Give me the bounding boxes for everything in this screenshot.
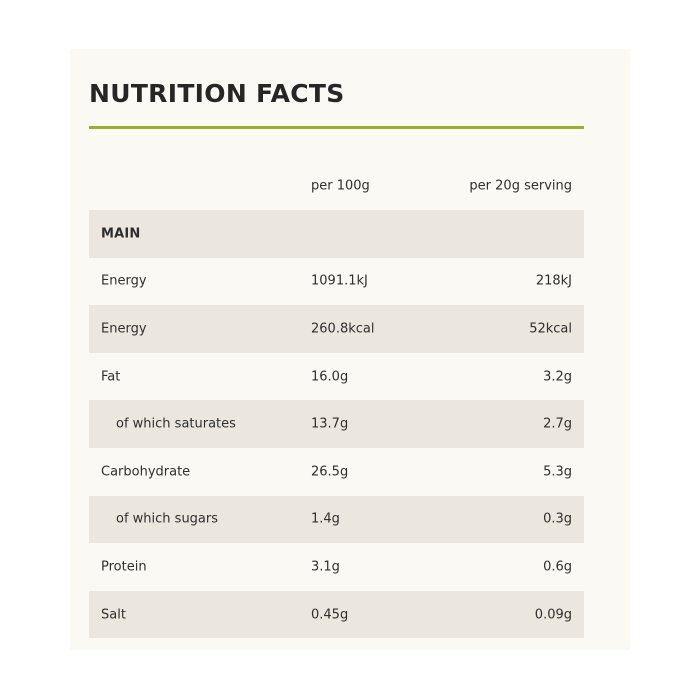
table-row: of which sugars 1.4g 0.3g [89,495,584,544]
table-row: Energy 1091.1kJ 218kJ [89,258,584,306]
page-title: NUTRITION FACTS [89,79,345,108]
value-per-100g: 26.5g [311,464,349,480]
value-per-serving: 5.3g [543,464,572,480]
nutrient-name: Energy [101,273,147,289]
nutrient-name: Salt [101,607,126,623]
value-per-100g: 1091.1kJ [311,273,368,289]
value-per-100g: 1.4g [311,511,340,527]
value-per-serving: 0.6g [543,559,572,575]
value-per-100g: 13.7g [311,416,349,432]
value-per-serving: 0.09g [534,607,572,623]
nutrient-name: Protein [101,559,147,575]
value-per-serving: 3.2g [543,369,572,385]
value-per-serving: 52kcal [529,321,572,337]
section-label: MAIN [101,226,141,242]
header-per-100g: per 100g [311,178,370,194]
table-row: Fat 16.0g 3.2g [89,353,584,401]
value-per-serving: 218kJ [535,273,572,289]
table-row: Salt 0.45g 0.09g [89,590,584,639]
nutrition-card: NUTRITION FACTS per 100g per 20g serving… [70,49,630,650]
nutrient-name: Carbohydrate [101,464,191,480]
table-row: of which saturates 13.7g 2.7g [89,400,584,448]
nutrient-name: of which saturates [116,416,236,432]
table-row: Protein 3.1g 0.6g [89,543,584,591]
nutrient-name: Fat [101,369,121,385]
value-per-serving: 2.7g [543,416,572,432]
table-row: Energy 260.8kcal 52kcal [89,305,584,353]
nutrient-name: of which sugars [116,511,219,527]
table-row: Carbohydrate 26.5g 5.3g [89,448,584,496]
table-header-row: per 100g per 20g serving [89,162,584,210]
value-per-serving: 0.3g [543,511,572,527]
value-per-100g: 0.45g [311,607,349,623]
value-per-100g: 16.0g [311,369,349,385]
nutrient-name: Energy [101,321,147,337]
value-per-100g: 3.1g [311,559,340,575]
value-per-100g: 260.8kcal [311,321,375,337]
nutrition-table: per 100g per 20g serving MAIN Energy 109… [89,162,584,639]
header-per-serving: per 20g serving [469,178,572,194]
section-row-main: MAIN [89,210,584,258]
title-underline [89,126,584,129]
